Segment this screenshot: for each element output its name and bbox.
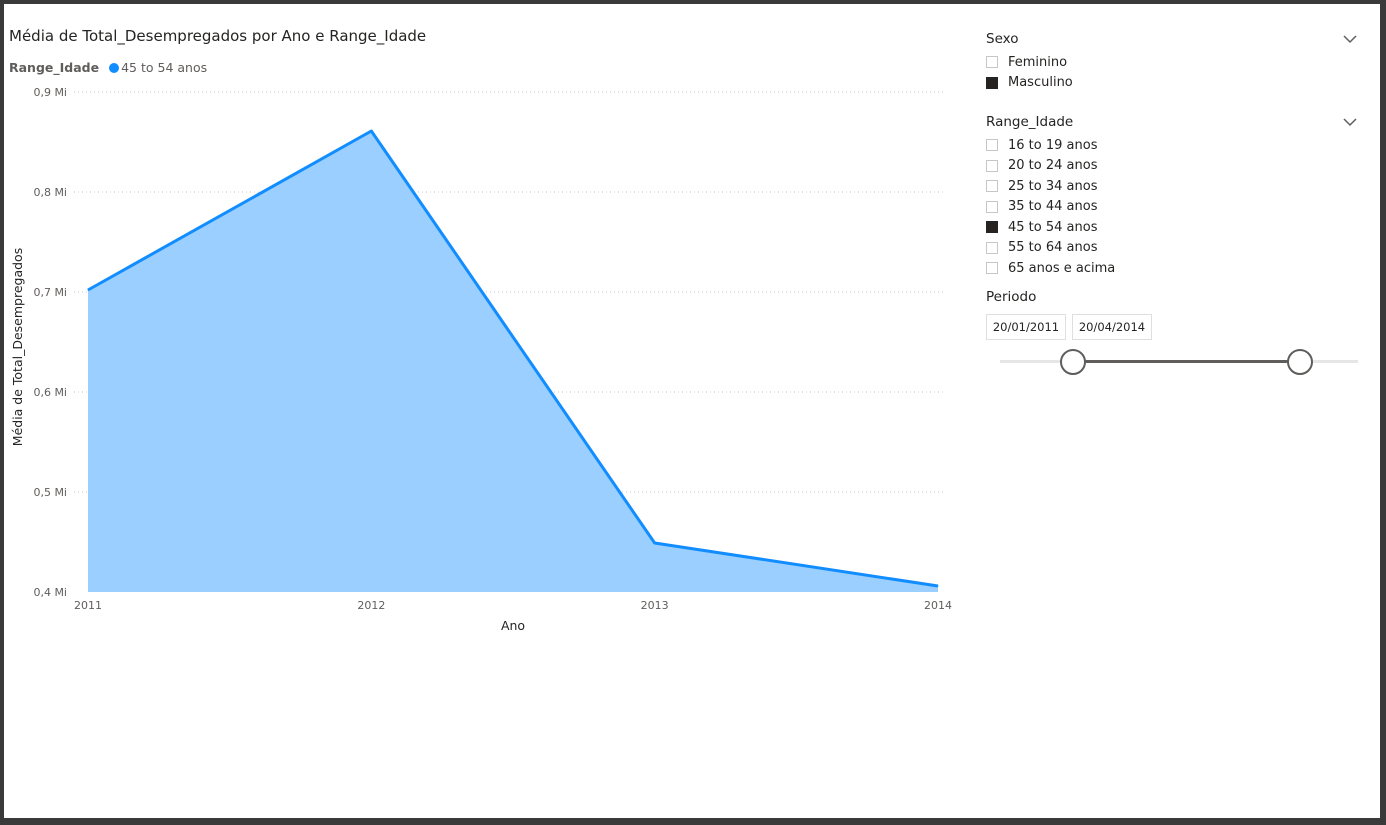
report-canvas: Média de Total_Desempregados por Ano e R… — [4, 4, 1380, 818]
y-tick-label: 0,5 Mi — [33, 486, 67, 499]
slicer-range-idade-title: Range_Idade — [986, 114, 1074, 130]
y-tick-label: 0,9 Mi — [33, 86, 67, 99]
slicer-item-feminino[interactable]: Feminino — [986, 52, 1073, 73]
y-tick-label: 0,7 Mi — [33, 286, 67, 299]
slicer-item-label: 65 anos e acima — [1008, 260, 1116, 276]
end-date-input[interactable]: 20/04/2014 — [1072, 314, 1152, 340]
y-axis-title: Média de Total_Desempregados — [10, 248, 25, 446]
slicer-item-45-54[interactable]: 45 to 54 anos — [986, 217, 1115, 238]
start-date-input[interactable]: 20/01/2011 — [986, 314, 1066, 340]
checkbox[interactable] — [986, 76, 998, 89]
data-point — [937, 585, 939, 587]
slicer-item-label: 16 to 19 anos — [1008, 137, 1098, 153]
slicer-item-label: 45 to 54 anos — [1008, 219, 1098, 235]
checkbox[interactable] — [986, 159, 998, 172]
slicer-item-25-34[interactable]: 25 to 34 anos — [986, 176, 1115, 197]
slicer-item-label: 55 to 64 anos — [1008, 240, 1098, 256]
checkbox[interactable] — [986, 221, 998, 234]
date-range-selected — [1073, 360, 1300, 363]
legend-item-label[interactable]: 45 to 54 anos — [121, 60, 208, 75]
checkbox[interactable] — [986, 241, 998, 254]
slicer-range-idade-list: 16 to 19 anos 20 to 24 anos 25 to 34 ano… — [986, 135, 1115, 279]
slicer-sexo-title: Sexo — [986, 31, 1019, 47]
slicer-item-65-plus[interactable]: 65 anos e acima — [986, 258, 1115, 279]
slicer-item-label: 25 to 34 anos — [1008, 178, 1098, 194]
x-tick-label: 2012 — [357, 599, 385, 612]
checkbox[interactable] — [986, 262, 998, 275]
y-tick-label: 0,4 Mi — [33, 586, 67, 599]
slicer-item-label: 35 to 44 anos — [1008, 199, 1098, 215]
checkbox[interactable] — [986, 56, 998, 69]
slicer-item-label: 20 to 24 anos — [1008, 158, 1098, 174]
area-chart: 0,4 Mi 0,5 Mi 0,6 Mi 0,7 Mi 0,8 Mi 0,9 Mi 2011… — [10, 86, 952, 633]
range-end-handle[interactable] — [1287, 349, 1313, 375]
chevron-down-icon[interactable] — [1343, 34, 1357, 44]
series-line — [87, 129, 939, 588]
checkbox[interactable] — [986, 139, 998, 152]
slicer-item-35-44[interactable]: 35 to 44 anos — [986, 197, 1115, 218]
x-tick-label: 2013 — [641, 599, 669, 612]
slicer-item-masculino[interactable]: Masculino — [986, 73, 1073, 94]
legend-marker — [109, 62, 120, 73]
slicer-item-20-24[interactable]: 20 to 24 anos — [986, 156, 1115, 177]
checkbox[interactable] — [986, 180, 998, 193]
data-point — [370, 130, 372, 132]
chevron-down-icon[interactable] — [1343, 117, 1357, 127]
slicer-item-16-19[interactable]: 16 to 19 anos — [986, 135, 1115, 156]
data-point — [654, 542, 656, 544]
x-tick-label: 2011 — [74, 599, 102, 612]
range-start-handle[interactable] — [1060, 349, 1086, 375]
data-point — [87, 289, 89, 291]
slicer-item-label: Masculino — [1008, 75, 1073, 91]
y-tick-label: 0,6 Mi — [33, 386, 67, 399]
x-axis-title: Ano — [501, 618, 525, 633]
slicer-item-55-64[interactable]: 55 to 64 anos — [986, 238, 1115, 259]
slicer-sexo-list: Feminino Masculino — [986, 52, 1073, 93]
series-area — [88, 131, 938, 592]
checkbox[interactable] — [986, 200, 998, 213]
slicer-periodo-title: Periodo — [986, 289, 1037, 305]
legend-title: Range_Idade — [9, 60, 100, 75]
chart-legend: Range_Idade 45 to 54 anos — [9, 60, 207, 75]
slicer-item-label: Feminino — [1008, 54, 1068, 70]
chart-title: Média de Total_Desempregados por Ano e R… — [9, 27, 427, 45]
x-tick-label: 2014 — [924, 599, 952, 612]
y-tick-label: 0,8 Mi — [33, 186, 67, 199]
